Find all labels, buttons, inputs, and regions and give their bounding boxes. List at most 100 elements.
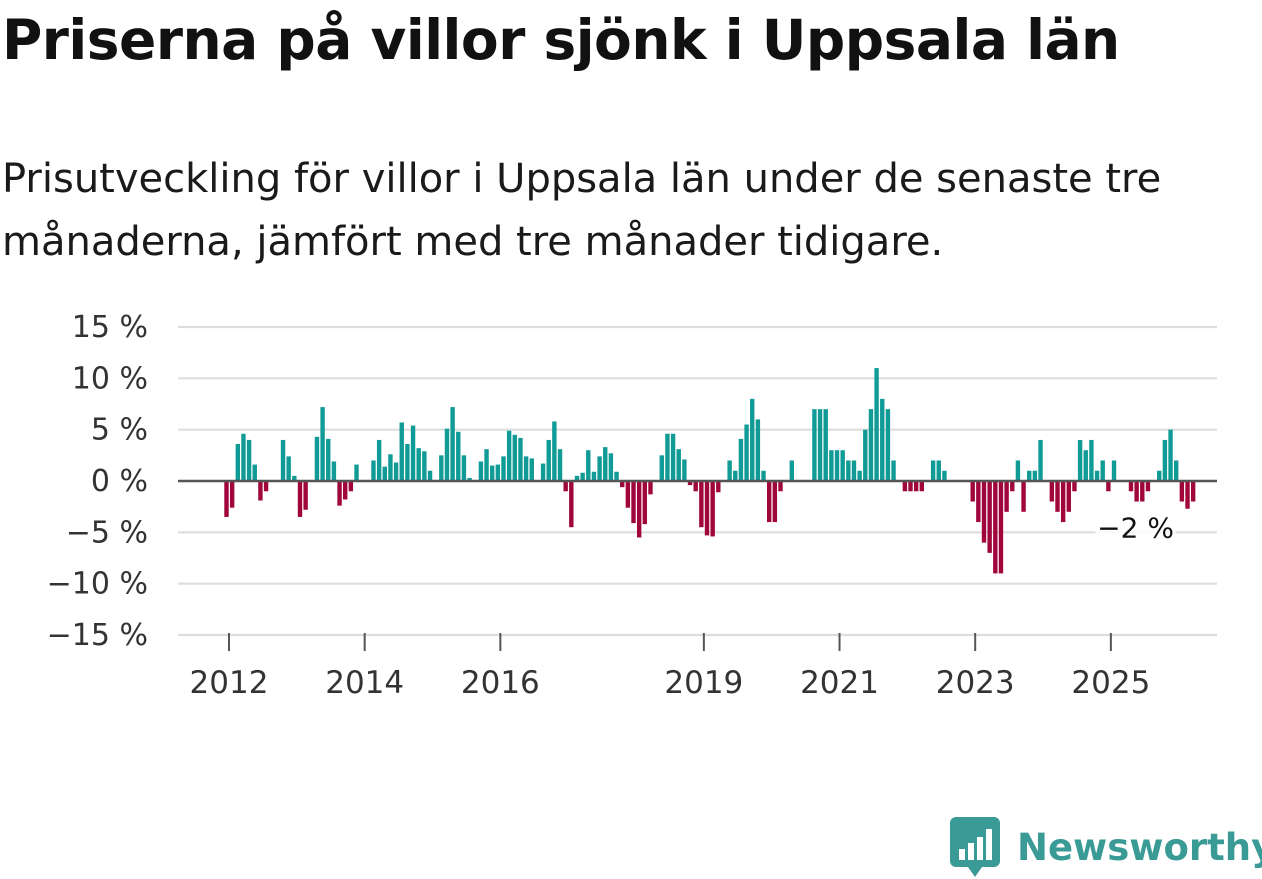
bar — [1111, 460, 1117, 481]
bar-chart: 15 %10 %5 %0 %−5 %−10 %−15 % 2012 2014 201… — [47, 310, 1217, 701]
bar — [1055, 481, 1060, 512]
bar — [631, 481, 636, 524]
bar — [608, 453, 614, 481]
bar — [693, 481, 698, 492]
y-tick-label: 5 % — [91, 413, 148, 448]
bar — [880, 398, 885, 481]
bar — [670, 433, 676, 481]
bar — [337, 481, 342, 506]
bar — [1134, 481, 1139, 502]
bar — [439, 455, 444, 481]
bar — [518, 437, 523, 481]
grid-lines — [178, 325, 1217, 637]
bar — [416, 448, 421, 481]
bar — [885, 409, 891, 481]
bar — [1032, 470, 1038, 481]
bar — [1038, 439, 1043, 481]
bar — [252, 464, 257, 481]
bar — [772, 481, 778, 523]
bar — [489, 465, 495, 481]
bar — [422, 451, 427, 481]
bar — [840, 450, 845, 481]
bar — [569, 481, 574, 528]
bar — [557, 449, 563, 481]
bar — [789, 460, 794, 481]
bar — [919, 481, 925, 492]
bar — [1077, 439, 1083, 481]
bar — [263, 481, 269, 492]
brand: Newsworthy — [950, 817, 1262, 877]
bar — [834, 450, 840, 481]
bar — [314, 436, 320, 481]
bar — [846, 460, 851, 481]
bar — [750, 398, 755, 481]
bar — [326, 438, 331, 481]
bar — [546, 439, 551, 481]
chart-subtitle: Prisutveckling för villor i Uppsala län … — [2, 156, 1162, 265]
bar — [727, 460, 732, 481]
bar — [331, 461, 337, 481]
bar — [710, 481, 715, 537]
bar — [235, 444, 241, 481]
bar — [427, 470, 433, 481]
y-tick-label: −15 % — [47, 618, 148, 653]
y-tick-label: 0 % — [91, 464, 148, 499]
bar — [388, 454, 393, 481]
bar — [393, 462, 399, 481]
bar — [625, 481, 631, 508]
bars — [224, 368, 1196, 574]
bar — [292, 475, 297, 481]
bar — [405, 444, 410, 481]
bar — [229, 481, 235, 508]
bar — [659, 455, 664, 481]
bar — [761, 470, 766, 481]
bar — [993, 481, 998, 574]
bar — [874, 368, 879, 481]
bar — [512, 434, 517, 481]
bar — [603, 447, 608, 481]
x-tick-label: 2025 — [1071, 665, 1150, 701]
bar — [501, 456, 506, 481]
bar — [687, 481, 693, 486]
bar — [699, 481, 704, 528]
bar — [682, 459, 687, 481]
bar — [738, 438, 744, 481]
bar — [348, 481, 354, 492]
x-tick-label: 2023 — [936, 665, 1015, 701]
bar — [399, 422, 404, 481]
bar — [868, 409, 874, 481]
bar — [716, 481, 721, 493]
bar — [1004, 481, 1009, 512]
bar — [1106, 481, 1111, 492]
bar — [1021, 481, 1026, 512]
bar — [1179, 481, 1185, 502]
x-tick-label: 2019 — [664, 665, 743, 701]
bar — [1027, 470, 1032, 481]
bar — [1015, 460, 1021, 481]
bar — [456, 431, 461, 481]
bar — [1010, 481, 1015, 492]
annotations: −2 % — [1095, 509, 1176, 548]
bar — [913, 481, 919, 492]
bar — [744, 424, 749, 481]
bar — [648, 481, 653, 495]
brand-name: Newsworthy — [1017, 825, 1262, 869]
bar — [1060, 481, 1066, 523]
bar — [506, 430, 512, 481]
bar — [665, 433, 670, 481]
bar — [1128, 481, 1134, 492]
bar — [523, 456, 529, 481]
y-tick-label: 10 % — [72, 361, 148, 396]
bar — [755, 419, 761, 481]
y-tick-label: −10 % — [47, 567, 148, 602]
bar — [371, 460, 376, 481]
newsworthy-logo-icon — [950, 817, 1000, 877]
bar — [1072, 481, 1077, 492]
bar — [444, 428, 450, 481]
bar — [450, 407, 455, 481]
bar — [778, 481, 783, 492]
bar — [552, 421, 557, 481]
bar — [998, 481, 1004, 574]
bar — [461, 455, 467, 481]
bar — [241, 433, 246, 481]
